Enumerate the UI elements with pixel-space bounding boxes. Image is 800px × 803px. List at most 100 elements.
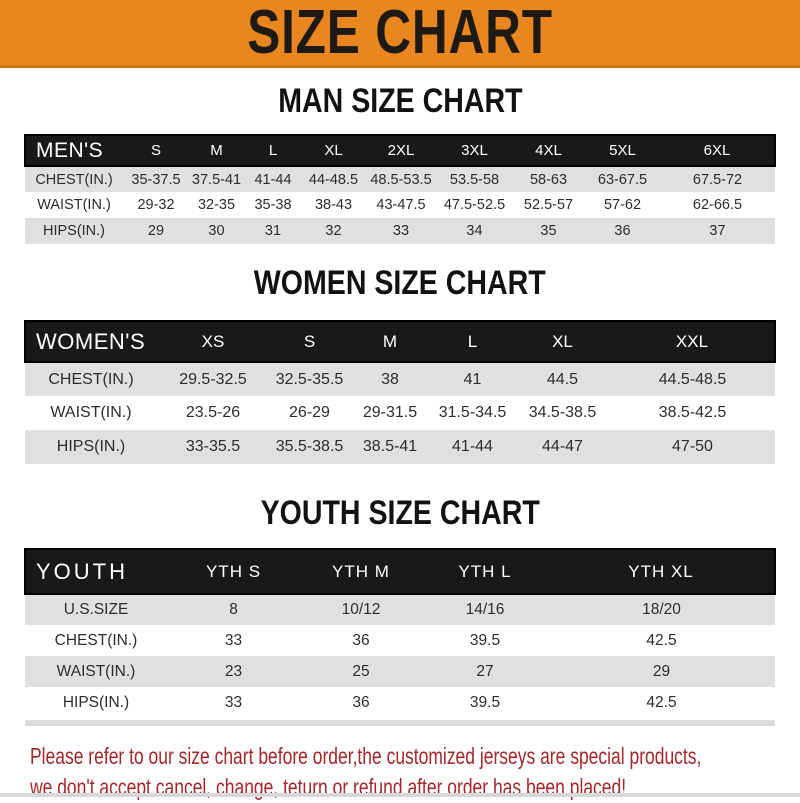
table-row: CHEST(IN.) 29.5-32.5 32.5-35.5 38 41 44.5 44.5… (25, 362, 775, 396)
size-column-header: 4XL (512, 134, 585, 167)
size-column-header: M (189, 134, 244, 167)
size-value-cell: 35.5-38.5 (275, 438, 344, 455)
size-value-cell: 36 (352, 693, 370, 711)
size-value-cell: 23 (224, 662, 243, 680)
size-value-cell: 35-38 (254, 197, 292, 213)
size-column-header: S (269, 320, 350, 363)
size-value-cell: 29-32 (137, 197, 175, 213)
size-tables: MAN SIZE CHART MEN'S S M L XL 2XL 3XL 4XL 5XL 6XL C… (0, 83, 800, 726)
disclaimer-line-2: we don't accept cancel, change, teturn o… (30, 774, 627, 800)
row-label: HIPS(IN.) (42, 223, 106, 239)
size-value-cell: 63-67.5 (597, 171, 648, 188)
size-value-cell: 52.5-57 (523, 197, 574, 213)
size-value-cell: 44-48.5 (308, 171, 359, 188)
size-value-cell: 36 (352, 631, 370, 649)
size-column-header: XXL (610, 320, 776, 363)
size-column-header: YTH L (422, 548, 548, 595)
section-heading-men: MAN SIZE CHART (0, 83, 800, 123)
size-value-cell: 37 (709, 223, 726, 239)
bottom-divider (0, 793, 800, 797)
size-column-header: YTH S (167, 548, 300, 595)
size-value-cell: 26-29 (289, 404, 330, 421)
size-value-cell: 33 (224, 631, 243, 649)
size-value-cell: 35 (540, 223, 557, 239)
table-row: WAIST(IN.) 23 25 27 29 (25, 656, 775, 687)
banner: SIZE CHART (0, 0, 800, 68)
size-value-cell: 57-62 (603, 197, 642, 213)
size-value-cell: 44.5 (546, 370, 579, 388)
size-value-cell: 8 (229, 601, 238, 618)
size-value-cell: 34 (466, 223, 483, 239)
size-value-cell: 23.5-26 (185, 404, 241, 421)
size-value-cell: 10/12 (341, 601, 381, 618)
size-value-cell: 33 (392, 223, 410, 239)
size-value-cell: 39.5 (469, 693, 501, 711)
size-value-cell: 44.5-48.5 (658, 370, 727, 388)
size-value-cell: 36 (614, 223, 631, 239)
size-value-cell: 32 (325, 223, 342, 239)
women-section: WOMEN SIZE CHART WOMEN'S XS S M L XL XXL CHEST(I… (0, 265, 800, 464)
size-value-cell: 27 (476, 662, 494, 680)
table-corner-label: MEN'S (24, 134, 123, 167)
size-value-cell: 39.5 (469, 631, 501, 649)
row-label: U.S.SIZE (63, 601, 129, 618)
table-row: CHEST(IN.) 33 36 39.5 42.5 (25, 625, 775, 656)
disclaimer: Please refer to our size chart before or… (30, 741, 800, 803)
table-bottom-strip (25, 720, 775, 726)
table-row: U.S.SIZE 8 10/12 14/16 18/20 (25, 594, 775, 625)
section-heading-youth: YOUTH SIZE CHART (0, 495, 800, 535)
table-header-row: WOMEN'S XS S M L XL XXL (24, 320, 776, 363)
size-value-cell: 42.5 (646, 631, 677, 649)
size-value-cell: 31 (264, 223, 282, 239)
banner-title: SIZE CHART (247, 0, 553, 67)
table-row: WAIST(IN.) 29-32 32-35 35-38 38-43 43-47.5 47.… (25, 192, 775, 218)
size-column-header: L (430, 320, 515, 363)
row-label: CHEST(IN.) (54, 631, 138, 649)
men-size-table: MEN'S S M L XL 2XL 3XL 4XL 5XL 6XL CHEST(IN.) 35-37… (24, 134, 776, 244)
size-value-cell: 38.5-41 (362, 438, 418, 455)
section-heading-text: WOMEN SIZE CHART (254, 264, 546, 302)
table-row: HIPS(IN.) 33-35.5 35.5-38.5 38.5-41 41-44 44-… (25, 430, 775, 464)
size-value-cell: 33 (224, 693, 243, 711)
size-value-cell: 29-31.5 (362, 404, 418, 421)
size-value-cell: 35-37.5 (131, 171, 181, 188)
size-column-header: L (244, 134, 302, 167)
size-column-header: M (350, 320, 430, 363)
size-column-header: XS (157, 320, 269, 363)
size-value-cell: 32.5-35.5 (275, 370, 344, 388)
disclaimer-line-1: Please refer to our size chart before or… (30, 743, 702, 769)
table-row: WAIST(IN.) 23.5-26 26-29 29-31.5 31.5-34.5 34… (25, 396, 775, 430)
table-row: HIPS(IN.) 29 30 31 32 33 34 35 36 37 (25, 218, 775, 244)
row-label: CHEST(IN.) (35, 171, 113, 188)
table-corner-label: WOMEN'S (24, 320, 157, 363)
size-value-cell: 14/16 (465, 601, 505, 618)
size-value-cell: 41-44 (254, 171, 292, 188)
size-value-cell: 43-47.5 (376, 197, 426, 213)
table-row: HIPS(IN.) 33 36 39.5 42.5 (25, 687, 775, 718)
men-section: MAN SIZE CHART MEN'S S M L XL 2XL 3XL 4XL 5XL 6XL C… (0, 83, 800, 244)
size-value-cell: 34.5-38.5 (528, 404, 597, 421)
size-value-cell: 47-50 (672, 438, 713, 455)
size-value-cell: 29 (652, 662, 671, 680)
size-value-cell: 62-66.5 (692, 197, 743, 213)
size-value-cell: 41-44 (452, 438, 493, 455)
size-value-cell: 44-47 (542, 438, 583, 455)
size-value-cell: 37.5-41 (191, 171, 242, 188)
size-column-header: 6XL (660, 134, 776, 167)
youth-section: YOUTH SIZE CHART YOUTH YTH S YTH M YTH L YTH … (0, 495, 800, 726)
size-value-cell: 53.5-58 (449, 171, 500, 188)
section-heading-women: WOMEN SIZE CHART (0, 265, 800, 305)
size-value-cell: 25 (352, 662, 370, 680)
row-label: WAIST(IN.) (56, 662, 136, 680)
row-label: HIPS(IN.) (56, 438, 126, 455)
size-value-cell: 38.5-42.5 (658, 404, 727, 421)
size-value-cell: 67.5-72 (692, 171, 743, 188)
size-column-header: 5XL (585, 134, 660, 167)
size-value-cell: 29 (147, 223, 165, 239)
size-value-cell: 29.5-32.5 (179, 370, 247, 388)
size-column-header: 3XL (437, 134, 512, 167)
row-label: WAIST(IN.) (37, 197, 111, 213)
size-value-cell: 38 (381, 370, 399, 388)
size-value-cell: 48.5-53.5 (370, 171, 432, 188)
size-value-cell: 31.5-34.5 (438, 404, 507, 421)
